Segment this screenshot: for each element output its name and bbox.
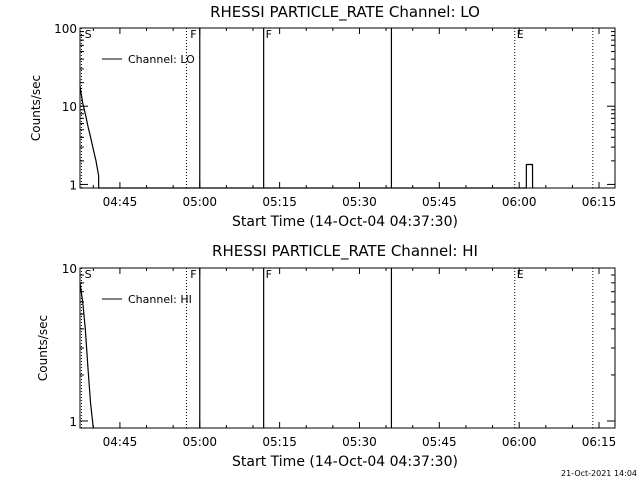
chart-hi-ylabel: Counts/sec — [36, 315, 50, 381]
chart-lo-title: RHESSI PARTICLE_RATE Channel: LO — [210, 3, 480, 22]
chart0-flag-label: F — [190, 28, 196, 41]
chart1-series-line — [79, 282, 94, 429]
chart0-xtick-label: 05:30 — [342, 195, 377, 209]
chart0-flag-label: S — [85, 28, 92, 41]
chart-lo: RHESSI PARTICLE_RATE Channel: LO Counts/… — [29, 3, 616, 230]
chart0-legend-entry: Channel: LO — [128, 53, 195, 66]
chart0-xtick-label: 05:15 — [262, 195, 297, 209]
chart-lo-plot: 04:45 05:00 05:15 05:30 05:45 06:00 06:15 1 10 10… — [54, 22, 616, 209]
chart0-xtick-label: 05:45 — [422, 195, 457, 209]
chart-hi-xlabel: Start Time (14-Oct-04 04:37:30) — [232, 454, 458, 470]
chart1-ytick-label: 10 — [62, 262, 77, 276]
chart1-xtick-label: 05:00 — [182, 435, 217, 449]
chart0-xtick-label: 05:00 — [182, 195, 217, 209]
chart1-xtick-label: 06:00 — [502, 435, 537, 449]
chart-lo-ylabel: Counts/sec — [29, 75, 43, 141]
chart-hi-title: RHESSI PARTICLE_RATE Channel: HI — [212, 242, 478, 261]
chart1-xtick-label: 05:15 — [262, 435, 297, 449]
chart1-flag-label: S — [85, 268, 92, 281]
chart0-xtick-label: 06:00 — [502, 195, 537, 209]
chart1-xtick-label: 05:30 — [342, 435, 377, 449]
chart-lo-xlabel: Start Time (14-Oct-04 04:37:30) — [232, 214, 458, 230]
chart0-xtick-label: 06:15 — [582, 195, 617, 209]
chart1-flag-label: F — [266, 268, 272, 281]
chart0-flag-label: E — [517, 28, 524, 41]
chart1-xtick-label: 06:15 — [582, 435, 617, 449]
chart0-xtick-label: 04:45 — [103, 195, 138, 209]
chart-hi: RHESSI PARTICLE_RATE Channel: HI Counts/… — [36, 242, 616, 470]
chart0-ytick-label: 1 — [69, 178, 77, 192]
chart1-plot-frame — [79, 267, 616, 429]
chart0-ytick-label: 100 — [54, 22, 77, 36]
chart0-flag-label: F — [266, 28, 272, 41]
chart1-flag-label: E — [517, 268, 524, 281]
chart1-flag-label: F — [190, 268, 196, 281]
timestamp: 21-Oct-2021 14:04 — [561, 469, 637, 478]
chart1-legend-entry: Channel: HI — [128, 293, 192, 306]
chart-hi-plot: 04:45 05:00 05:15 05:30 05:45 06:00 06:15 1 10 S F… — [62, 262, 617, 449]
chart1-xtick-label: 04:45 — [103, 435, 138, 449]
chart1-ytick-label: 1 — [69, 415, 77, 429]
chart0-series-line — [79, 86, 534, 189]
chart0-plot-frame — [79, 27, 616, 189]
chart1-xtick-label: 05:45 — [422, 435, 457, 449]
chart0-ytick-label: 10 — [62, 100, 77, 114]
